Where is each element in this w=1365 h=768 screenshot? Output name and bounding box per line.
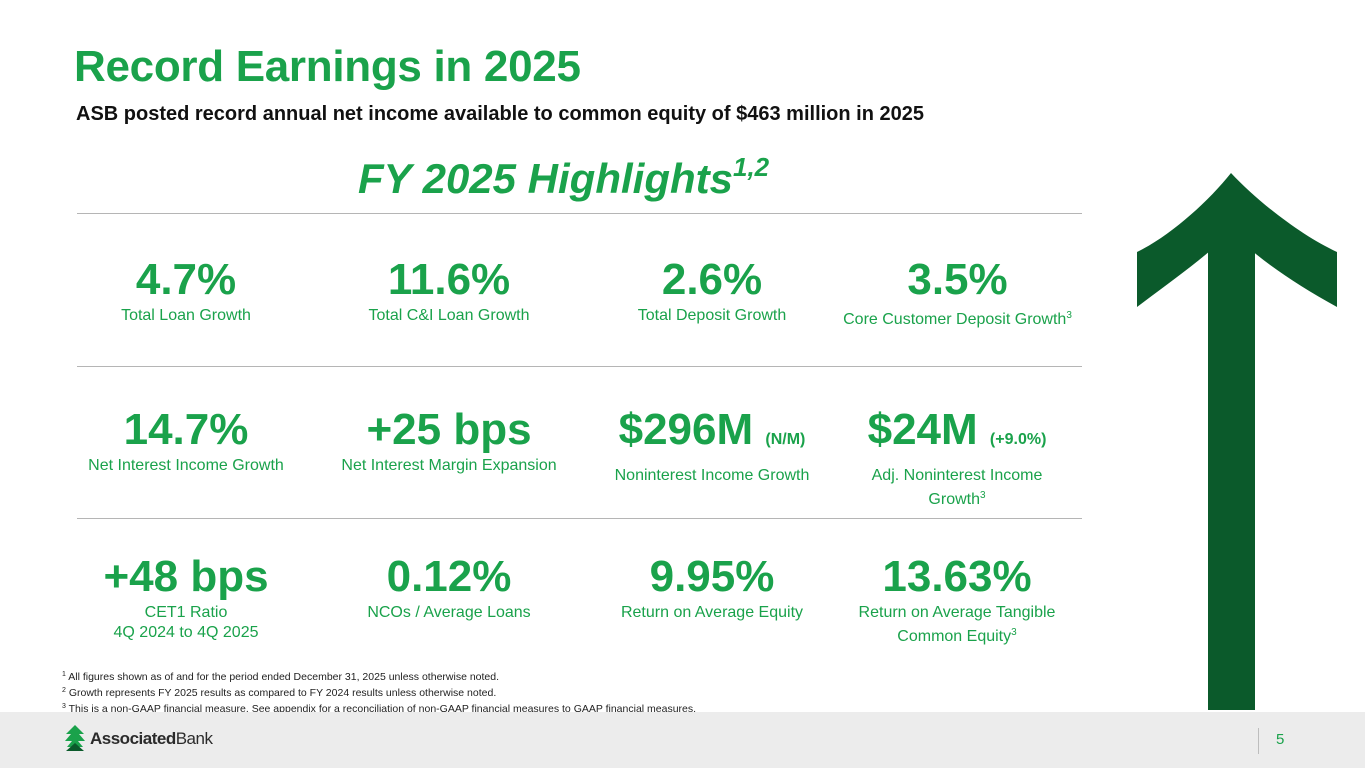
metric-change-note: (N/M) — [765, 431, 806, 448]
metric-label-text: Total Loan Growth — [121, 307, 251, 324]
metric-label-text: Return on Average Tangible — [858, 604, 1056, 621]
metric-value: 3.5% — [825, 256, 1090, 304]
metric-label-text: Adj. Noninterest Income — [871, 467, 1043, 484]
metric-cell: +25 bps Net Interest Margin Expansion — [324, 406, 574, 476]
metric-label-text-line2: Common Equity — [897, 628, 1012, 645]
metric-label: Core Customer Deposit Growth3 — [825, 306, 1090, 330]
metric-label-text: Return on Average Equity — [620, 604, 804, 621]
metric-cell: 3.5% Core Customer Deposit Growth3 — [825, 256, 1090, 330]
metric-label: Adj. Noninterest Income Growth3 — [832, 466, 1082, 510]
metric-label: Return on Average Equity — [587, 603, 837, 623]
metric-value: 9.95% — [587, 553, 837, 601]
highlights-heading-text: FY 2025 Highlights — [358, 155, 733, 202]
metric-value: $24M (+9.0%) — [832, 406, 1082, 464]
metric-cell: $296M (N/M) Noninterest Income Growth — [587, 406, 837, 486]
metric-label-text: Net Interest Income Growth — [88, 457, 284, 474]
metric-cell: 13.63% Return on Average Tangible Common … — [832, 553, 1082, 647]
metric-label: CET1 Ratio 4Q 2024 to 4Q 2025 — [61, 603, 311, 643]
metric-value-text: 13.63% — [882, 552, 1032, 601]
footnote-text: Growth represents FY 2025 results as com… — [68, 687, 497, 699]
metric-value-text: 4.7% — [135, 255, 237, 304]
metric-value-text: +48 bps — [103, 552, 269, 601]
metric-cell: 2.6% Total Deposit Growth — [587, 256, 837, 326]
logo-wordmark: AssociatedBank — [90, 729, 213, 749]
metric-value-text: 14.7% — [123, 405, 249, 454]
metric-cell: +48 bps CET1 Ratio 4Q 2024 to 4Q 2025 — [61, 553, 311, 643]
footnote-ref: 3 — [1011, 627, 1017, 638]
metric-value-text: 9.95% — [649, 552, 775, 601]
metric-label-text: Net Interest Margin Expansion — [341, 457, 557, 474]
highlights-heading: FY 2025 Highlights1,2 — [358, 152, 769, 203]
metric-value: 2.6% — [587, 256, 837, 304]
metric-value-text: +25 bps — [366, 405, 532, 454]
metric-value: 13.63% — [832, 553, 1082, 601]
up-arrow-icon — [1137, 173, 1337, 710]
metric-value-text: 11.6% — [387, 255, 511, 304]
logo-wordmark-regular: Bank — [175, 729, 213, 748]
highlights-heading-footnote-ref: 1,2 — [733, 152, 770, 182]
metric-label-text-line2: Growth — [928, 491, 980, 508]
metric-value: $296M (N/M) — [587, 406, 837, 464]
footnote-number: 2 — [62, 687, 66, 694]
footnote-ref: 3 — [980, 490, 986, 501]
metric-value-text: $296M — [618, 405, 754, 454]
metric-label: Net Interest Income Growth — [61, 456, 311, 476]
metric-value: 4.7% — [61, 256, 311, 304]
metric-value: 14.7% — [61, 406, 311, 454]
metric-value-text: 2.6% — [661, 255, 763, 304]
metric-cell: $24M (+9.0%) Adj. Noninterest Income Grow… — [832, 406, 1082, 510]
metric-label-text: CET1 Ratio — [144, 604, 228, 621]
metric-cell: 0.12% NCOs / Average Loans — [324, 553, 574, 623]
slide-title: Record Earnings in 2025 — [74, 42, 581, 91]
footer-divider — [1258, 728, 1259, 754]
metric-label-text: Total C&I Loan Growth — [368, 307, 530, 324]
footnote-number: 1 — [62, 671, 66, 678]
metric-label: Total Loan Growth — [61, 306, 311, 326]
metric-label: Return on Average Tangible Common Equity3 — [832, 603, 1082, 647]
footnote: 1 All figures shown as of and for the pe… — [62, 668, 696, 684]
metric-label-text: NCOs / Average Loans — [367, 604, 531, 621]
metric-value: +48 bps — [61, 553, 311, 601]
metric-cell: 14.7% Net Interest Income Growth — [61, 406, 311, 476]
metric-cell: 11.6% Total C&I Loan Growth — [324, 256, 574, 326]
metric-label: Total Deposit Growth — [587, 306, 837, 326]
footnote-text: All figures shown as of and for the peri… — [68, 671, 500, 683]
metric-cell: 4.7% Total Loan Growth — [61, 256, 311, 326]
divider-bottom — [77, 518, 1082, 519]
metric-change-note: (+9.0%) — [989, 431, 1047, 448]
metric-label-text: Noninterest Income Growth — [614, 467, 810, 484]
footnote: 2 Growth represents FY 2025 results as c… — [62, 684, 696, 700]
footnote-number: 3 — [62, 703, 66, 710]
metric-label-text: Core Customer Deposit Growth — [843, 311, 1067, 328]
slide-subtitle: ASB posted record annual net income avai… — [76, 103, 924, 125]
metric-value-text: 3.5% — [907, 255, 1008, 304]
metric-value-text: $24M — [867, 405, 978, 454]
bank-logo-icon — [65, 725, 85, 751]
company-logo: AssociatedBank — [64, 725, 213, 753]
divider-top — [77, 213, 1082, 214]
metric-label: Total C&I Loan Growth — [324, 306, 574, 326]
metric-label: NCOs / Average Loans — [324, 603, 574, 623]
divider-middle — [77, 366, 1082, 367]
metric-label-text-line2: 4Q 2024 to 4Q 2025 — [113, 624, 259, 641]
metric-value-text: 0.12% — [386, 552, 512, 601]
metric-value: 0.12% — [324, 553, 574, 601]
logo-wordmark-bold: Associated — [90, 729, 176, 748]
footer-bar: AssociatedBank 5 — [0, 712, 1365, 768]
metric-label: Net Interest Margin Expansion — [324, 456, 574, 476]
metric-label-text: Total Deposit Growth — [637, 307, 787, 324]
metric-value: 11.6% — [324, 256, 574, 304]
metric-cell: 9.95% Return on Average Equity — [587, 553, 837, 623]
footnote-ref: 3 — [1066, 310, 1072, 321]
metric-label: Noninterest Income Growth — [587, 466, 837, 486]
page-number: 5 — [1276, 731, 1285, 748]
metric-value: +25 bps — [324, 406, 574, 454]
footnotes: 1 All figures shown as of and for the pe… — [62, 668, 696, 716]
